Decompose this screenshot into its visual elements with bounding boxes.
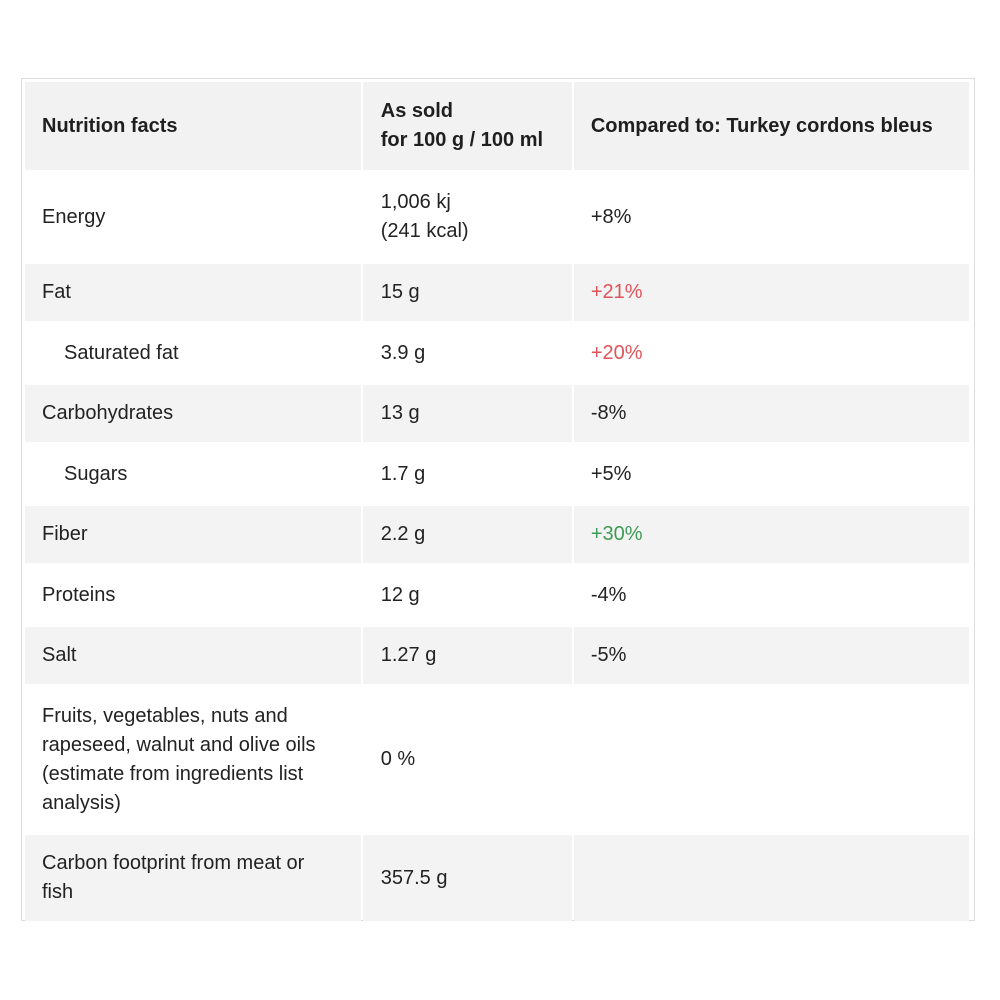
- row-value: 0 %: [362, 687, 572, 832]
- row-label: Carbon footprint from meat or fish: [25, 835, 361, 921]
- row-label: Fruits, vegetables, nuts and rapeseed, w…: [25, 687, 361, 832]
- row-label: Saturated fat: [25, 324, 361, 382]
- row-label: Proteins: [25, 566, 361, 624]
- table-row-saturated-fat: Saturated fat 3.9 g +20%: [25, 324, 969, 382]
- header-as-sold-line1: As sold: [380, 100, 453, 122]
- table-row-salt: Salt 1.27 g -5%: [25, 627, 969, 684]
- table-row-sugars: Sugars 1.7 g +5%: [25, 445, 969, 503]
- row-label: Carbohydrates: [25, 385, 361, 442]
- row-compare: +5%: [573, 445, 969, 503]
- table-row-energy: Energy 1,006 kj (241 kcal) +8%: [25, 173, 969, 261]
- row-value-kcal: (241 kcal): [380, 220, 469, 242]
- header-as-sold: As sold for 100 g / 100 ml: [362, 82, 572, 170]
- table-row-carbohydrates: Carbohydrates 13 g -8%: [25, 385, 969, 442]
- row-compare: +8%: [573, 173, 969, 261]
- table-row-carbon-footprint: Carbon footprint from meat or fish 357.5…: [25, 835, 969, 921]
- row-compare: [573, 687, 969, 832]
- nutrition-table-panel: Nutrition facts As sold for 100 g / 100 …: [21, 78, 975, 921]
- row-label: Salt: [25, 627, 361, 684]
- table-row-fruits-vegetables: Fruits, vegetables, nuts and rapeseed, w…: [25, 687, 969, 832]
- row-compare: -4%: [573, 566, 969, 624]
- row-value-kj: 1,006 kj: [380, 191, 451, 213]
- table-row-fiber: Fiber 2.2 g +30%: [25, 506, 969, 563]
- row-compare: +21%: [573, 264, 969, 321]
- header-compared-to: Compared to: Turkey cordons bleus: [573, 82, 969, 170]
- row-value: 12 g: [362, 566, 572, 624]
- row-compare: -8%: [573, 385, 969, 442]
- row-value: 13 g: [362, 385, 572, 442]
- row-value: 3.9 g: [362, 324, 572, 382]
- row-label: Fiber: [25, 506, 361, 563]
- header-as-sold-line2: for 100 g / 100 ml: [380, 129, 544, 151]
- row-value: 2.2 g: [362, 506, 572, 563]
- row-value: 15 g: [362, 264, 572, 321]
- table-header-row: Nutrition facts As sold for 100 g / 100 …: [25, 82, 969, 170]
- table-row-proteins: Proteins 12 g -4%: [25, 566, 969, 624]
- row-value: 357.5 g: [362, 835, 572, 921]
- table-row-fat: Fat 15 g +21%: [25, 264, 969, 321]
- row-value: 1.27 g: [362, 627, 572, 684]
- row-compare: +20%: [573, 324, 969, 382]
- nutrition-facts-table: Nutrition facts As sold for 100 g / 100 …: [23, 79, 971, 924]
- row-compare: -5%: [573, 627, 969, 684]
- row-label: Fat: [25, 264, 361, 321]
- row-value: 1,006 kj (241 kcal): [362, 173, 572, 261]
- row-value: 1.7 g: [362, 445, 572, 503]
- row-compare: +30%: [573, 506, 969, 563]
- row-label: Energy: [25, 173, 361, 261]
- row-label: Sugars: [25, 445, 361, 503]
- row-compare: [573, 835, 969, 921]
- header-nutrition-facts: Nutrition facts: [25, 82, 361, 170]
